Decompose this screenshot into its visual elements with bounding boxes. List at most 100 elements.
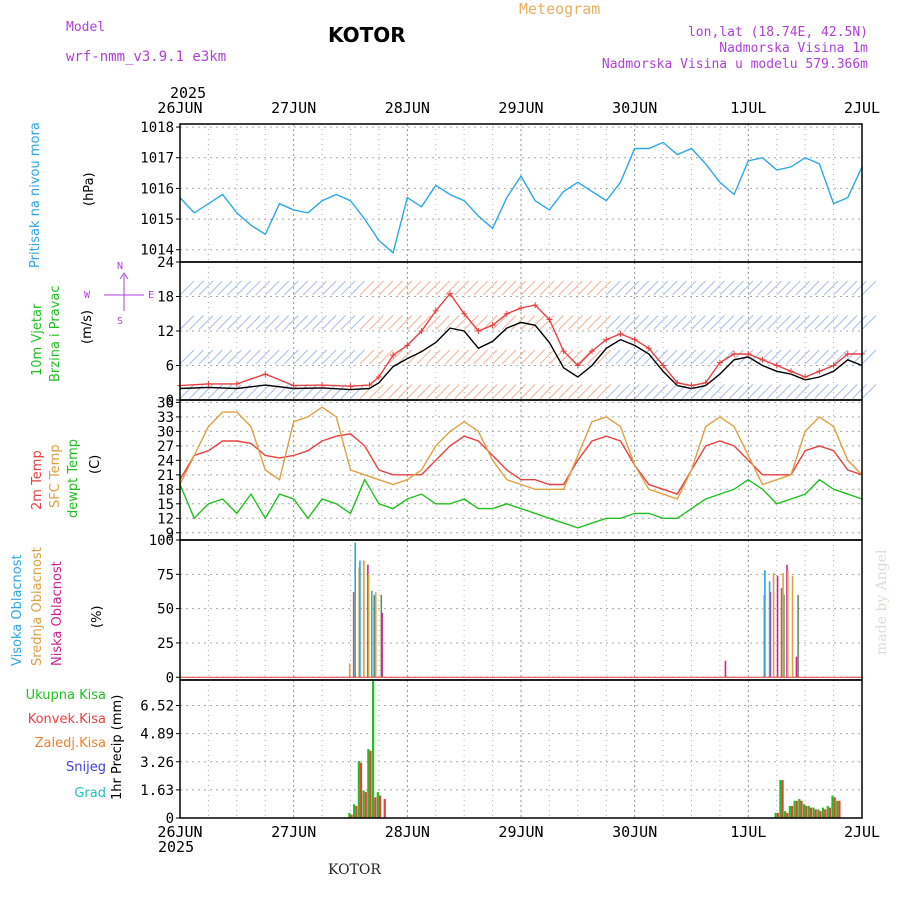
wind-barb xyxy=(814,280,829,296)
wind-barb xyxy=(823,280,839,296)
wind-barb xyxy=(359,315,375,330)
wind-barb xyxy=(264,315,280,330)
gust-marker xyxy=(390,352,397,359)
date-tick-bottom: 29JUN xyxy=(498,823,543,841)
wind-barb xyxy=(757,280,773,296)
wind-barb xyxy=(406,280,422,296)
y-tick-label: 18 xyxy=(157,482,174,498)
date-tick-bottom: 26JUN xyxy=(157,823,202,841)
bar-konvek.kisa xyxy=(819,811,822,818)
bar-ukupna-kisa xyxy=(774,812,777,818)
wind-barb xyxy=(549,280,564,296)
wind-barb xyxy=(643,280,659,296)
wind-barb xyxy=(416,384,432,399)
wind-barb xyxy=(795,384,811,399)
wind-barb xyxy=(766,280,782,296)
wind-barb xyxy=(662,315,678,330)
wind-barb xyxy=(416,280,432,296)
wind-barb xyxy=(444,384,460,399)
wind-barb xyxy=(823,315,839,330)
gust-marker xyxy=(404,342,411,349)
date-tick-top: 30JUN xyxy=(612,99,657,117)
cloud-unit: (%) xyxy=(90,605,105,629)
bar-konvek.kisa xyxy=(378,795,382,818)
wind-barb xyxy=(766,315,782,330)
wind-barb xyxy=(283,280,299,296)
wind-barb xyxy=(710,280,725,296)
bar-konvek.kisa xyxy=(838,800,841,818)
wind-barb xyxy=(852,315,867,330)
wind-barb xyxy=(520,349,536,365)
wind-barb xyxy=(539,384,555,399)
gust-marker xyxy=(702,379,709,386)
wind-barb xyxy=(217,315,233,330)
wind-barb xyxy=(283,315,299,330)
wind-barb xyxy=(605,349,621,365)
wind-barb xyxy=(331,349,346,365)
bar-ukupna-oblacnost xyxy=(797,594,799,678)
date-tick-top: 29JUN xyxy=(498,99,543,117)
wind-barb xyxy=(340,280,356,296)
panel-frame xyxy=(179,679,863,819)
wind-barb xyxy=(757,315,773,330)
gust-marker xyxy=(262,371,269,378)
bar-ukupna-kisa xyxy=(784,811,787,818)
wind-barb xyxy=(264,349,280,365)
wind-barb xyxy=(435,315,451,330)
wind-barb xyxy=(624,315,640,330)
wind-barb xyxy=(814,384,829,399)
wind-barb xyxy=(255,315,271,330)
wind-barb xyxy=(245,384,261,399)
y-tick-label: 1016 xyxy=(140,181,174,197)
wind-barb xyxy=(227,349,242,365)
wind-barb xyxy=(463,280,479,296)
wind-barb xyxy=(293,349,309,365)
model-label: Model xyxy=(66,20,106,35)
wind-barb xyxy=(549,384,564,399)
bar-konvek.kisa xyxy=(383,799,386,818)
wind-barb xyxy=(274,349,290,365)
wind-barb xyxy=(795,349,811,365)
bar-ukupna-kisa xyxy=(831,795,834,818)
wind-barb xyxy=(274,315,290,330)
wind-barb xyxy=(691,315,706,330)
compass-west: W xyxy=(84,290,91,301)
gust-marker xyxy=(546,316,553,323)
bar-konvek.kisa xyxy=(790,805,794,818)
wind-barb xyxy=(463,349,479,365)
wind-barb xyxy=(473,280,488,296)
wind-barb xyxy=(823,384,839,399)
wind-barb xyxy=(198,315,214,330)
wind-barb xyxy=(444,315,460,330)
wind-barb xyxy=(653,315,668,330)
gust-marker xyxy=(233,380,240,387)
wind-barb xyxy=(520,315,536,330)
wind-barb xyxy=(511,384,526,399)
wind-barb xyxy=(795,315,811,330)
wind-barb xyxy=(397,280,413,296)
wind-label-2: Brzina i Pravac xyxy=(48,285,63,382)
date-tick-top: 26JUN xyxy=(157,99,202,117)
year-bottom: 2025 xyxy=(158,838,195,856)
bar-srednja-oblacnost xyxy=(782,572,784,678)
wind-barb xyxy=(804,384,820,399)
wind-barb xyxy=(350,349,365,365)
gust-marker xyxy=(347,383,354,390)
wind-barb xyxy=(217,280,233,296)
y-tick-label: 75 xyxy=(157,567,174,583)
bar-ukupna-kisa xyxy=(793,800,796,818)
wind-barb xyxy=(861,384,877,399)
y-tick-label: 33 xyxy=(157,410,174,426)
wind-barb xyxy=(719,315,735,330)
wind-barb xyxy=(350,384,365,399)
wind-barb xyxy=(558,315,574,330)
y-tick-label: 0 xyxy=(166,670,174,686)
bar-visoka-oblacnost xyxy=(764,570,766,678)
wind-barb xyxy=(227,384,242,399)
wind-barb xyxy=(179,384,195,399)
wind-barb xyxy=(425,349,441,365)
wind-barb xyxy=(833,280,848,296)
low-cloud-label: Niska Oblacnost xyxy=(50,561,65,666)
wind-barb xyxy=(283,349,299,365)
gust-marker xyxy=(617,330,624,337)
